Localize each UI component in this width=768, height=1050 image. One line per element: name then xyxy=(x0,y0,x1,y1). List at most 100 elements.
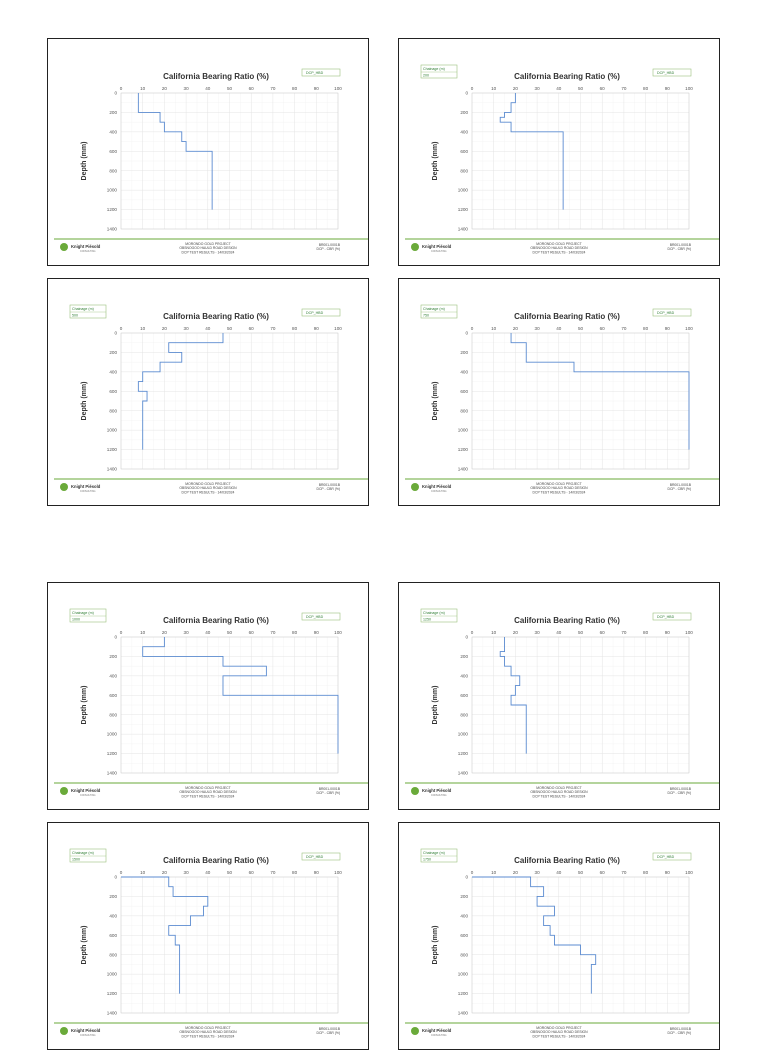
footer-center-line: MORONDO GOLD PROJECT xyxy=(185,482,230,486)
x-tick-label: 100 xyxy=(334,630,342,635)
x-tick-label: 20 xyxy=(513,326,519,331)
chainage-value: 1000 xyxy=(72,618,80,622)
y-tick-label: 1400 xyxy=(107,467,118,472)
footer-right-line: DCP - CBR (%) xyxy=(668,487,691,491)
logo-subtext: CONSULTING xyxy=(431,1034,447,1037)
y-tick-label: 800 xyxy=(109,168,117,173)
x-tick-label: 100 xyxy=(685,326,693,331)
chainage-value: 1750 xyxy=(423,858,431,862)
chart-svg: Chainage (m) 750 California Bearing Ratio … xyxy=(405,304,719,494)
y-tick-label: 1000 xyxy=(107,732,118,737)
footer-center-line: DCP TEST RESULTS - 14/03/2024 xyxy=(182,250,235,254)
footer-right-line: DCP - CBR (%) xyxy=(317,791,340,795)
footer-center-line: MORONDO GOLD PROJECT xyxy=(536,242,581,246)
x-tick-label: 80 xyxy=(292,86,298,91)
x-tick-label: 30 xyxy=(184,870,190,875)
chart-card-5: Chainage (m) 1000 California Bearing Ratio… xyxy=(47,582,369,810)
x-tick-label: 80 xyxy=(292,870,298,875)
logo-mark-icon xyxy=(411,1027,419,1035)
y-tick-label: 1400 xyxy=(107,771,118,776)
footer-center-line: OBSNOGOO HAULD ROAD DESIGN xyxy=(530,246,588,250)
x-tick-label: 90 xyxy=(314,630,320,635)
y-tick-label: 1200 xyxy=(107,447,118,452)
footer-center-line: DCP TEST RESULTS - 14/03/2024 xyxy=(533,490,586,494)
y-tick-label: 200 xyxy=(460,350,468,355)
y-tick-label: 0 xyxy=(114,91,117,96)
chart-card-2: Chainage (m) 200 California Bearing Ratio … xyxy=(398,38,720,266)
footer-right-line: BR001-0001B xyxy=(670,483,692,487)
y-tick-label: 400 xyxy=(460,369,468,374)
chainage-value: 1500 xyxy=(72,858,80,862)
x-tick-label: 90 xyxy=(665,86,671,91)
x-tick-label: 80 xyxy=(643,86,649,91)
x-tick-label: 60 xyxy=(600,870,606,875)
y-tick-label: 1000 xyxy=(458,732,469,737)
logo-mark-icon xyxy=(411,787,419,795)
x-tick-label: 90 xyxy=(665,326,671,331)
footer-right-line: DCP - CBR (%) xyxy=(317,1031,340,1035)
cbr-series-line xyxy=(137,93,213,210)
x-tick-label: 30 xyxy=(184,86,190,91)
y-tick-label: 400 xyxy=(109,129,117,134)
y-tick-label: 1000 xyxy=(107,428,118,433)
y-tick-label: 1400 xyxy=(107,1011,118,1016)
footer-center-line: DCP TEST RESULTS - 14/03/2024 xyxy=(182,1034,235,1038)
x-tick-label: 60 xyxy=(249,86,255,91)
chainage-box xyxy=(420,608,458,623)
y-tick-label: 400 xyxy=(109,673,117,678)
y-tick-label: 400 xyxy=(109,369,117,374)
y-tick-label: 200 xyxy=(460,654,468,659)
x-tick-label: 40 xyxy=(556,870,562,875)
x-tick-label: 50 xyxy=(227,870,233,875)
legend-label: DCP_HBD xyxy=(657,311,675,315)
plot-frame xyxy=(471,636,690,774)
x-tick-label: 40 xyxy=(556,326,562,331)
x-tick-label: 50 xyxy=(578,326,584,331)
y-tick-label: 600 xyxy=(460,389,468,394)
y-tick-label: 1400 xyxy=(458,771,469,776)
legend-label: DCP_HBD xyxy=(306,71,324,75)
y-tick-label: 200 xyxy=(109,894,117,899)
cbr-series-line xyxy=(510,333,690,450)
y-tick-label: 1400 xyxy=(458,467,469,472)
x-tick-label: 80 xyxy=(292,630,298,635)
y-tick-label: 400 xyxy=(109,913,117,918)
footer-center-line: OBSNOGOO HAULD ROAD DESIGN xyxy=(530,790,588,794)
y-tick-label: 600 xyxy=(109,933,117,938)
x-tick-label: 60 xyxy=(600,630,606,635)
footer-right-line: DCP - CBR (%) xyxy=(668,1031,691,1035)
y-tick-label: 1000 xyxy=(458,428,469,433)
x-tick-label: 100 xyxy=(334,86,342,91)
y-tick-label: 0 xyxy=(465,875,468,880)
y-tick-label: 600 xyxy=(460,149,468,154)
logo-text: Knight Piésold xyxy=(422,1028,452,1033)
x-tick-label: 10 xyxy=(491,870,497,875)
chainage-label: Chainage (m) xyxy=(72,307,94,311)
x-tick-label: 0 xyxy=(120,870,123,875)
x-tick-label: 10 xyxy=(140,630,146,635)
x-tick-label: 50 xyxy=(578,630,584,635)
x-tick-label: 80 xyxy=(643,326,649,331)
logo-text: Knight Piésold xyxy=(71,244,101,249)
chainage-box xyxy=(420,64,458,79)
chainage-box xyxy=(69,304,107,319)
footer-center-line: OBSNOGOO HAULD ROAD DESIGN xyxy=(530,486,588,490)
footer-center-line: OBSNOGOO HAULD ROAD DESIGN xyxy=(179,790,237,794)
chart-title: California Bearing Ratio (%) xyxy=(514,616,620,625)
x-tick-label: 60 xyxy=(249,630,255,635)
x-tick-label: 60 xyxy=(600,326,606,331)
y-tick-label: 1200 xyxy=(458,751,469,756)
x-tick-label: 10 xyxy=(491,630,497,635)
x-tick-label: 50 xyxy=(227,630,233,635)
chainage-label: Chainage (m) xyxy=(423,851,445,855)
x-tick-label: 40 xyxy=(205,326,211,331)
x-tick-label: 90 xyxy=(314,86,320,91)
footer-right-line: BR001-0001B xyxy=(319,243,341,247)
x-tick-label: 10 xyxy=(140,326,146,331)
y-tick-label: 200 xyxy=(109,110,117,115)
chart-card-8: Chainage (m) 1750 California Bearing Ratio… xyxy=(398,822,720,1050)
logo-text: Knight Piésold xyxy=(422,244,452,249)
y-tick-label: 1400 xyxy=(107,227,118,232)
y-tick-label: 1400 xyxy=(458,227,469,232)
x-tick-label: 100 xyxy=(685,630,693,635)
